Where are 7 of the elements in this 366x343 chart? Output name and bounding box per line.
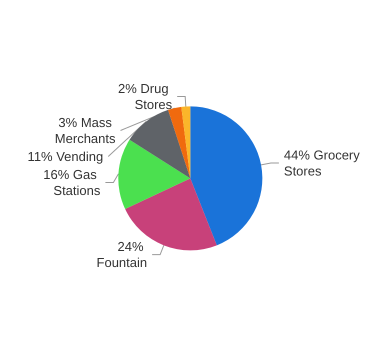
data-label: 24% xyxy=(117,239,148,254)
slice-label: 11% Vending xyxy=(28,148,104,164)
slice-label: 2% Drug Stores xyxy=(118,80,173,112)
slice-label: Fountain xyxy=(96,255,148,270)
slice-label: 44% Grocery Stores xyxy=(284,147,364,178)
slice-label: 16% Gas Stations xyxy=(43,166,101,198)
slice-label: 3% Mass Merchants xyxy=(54,114,116,146)
